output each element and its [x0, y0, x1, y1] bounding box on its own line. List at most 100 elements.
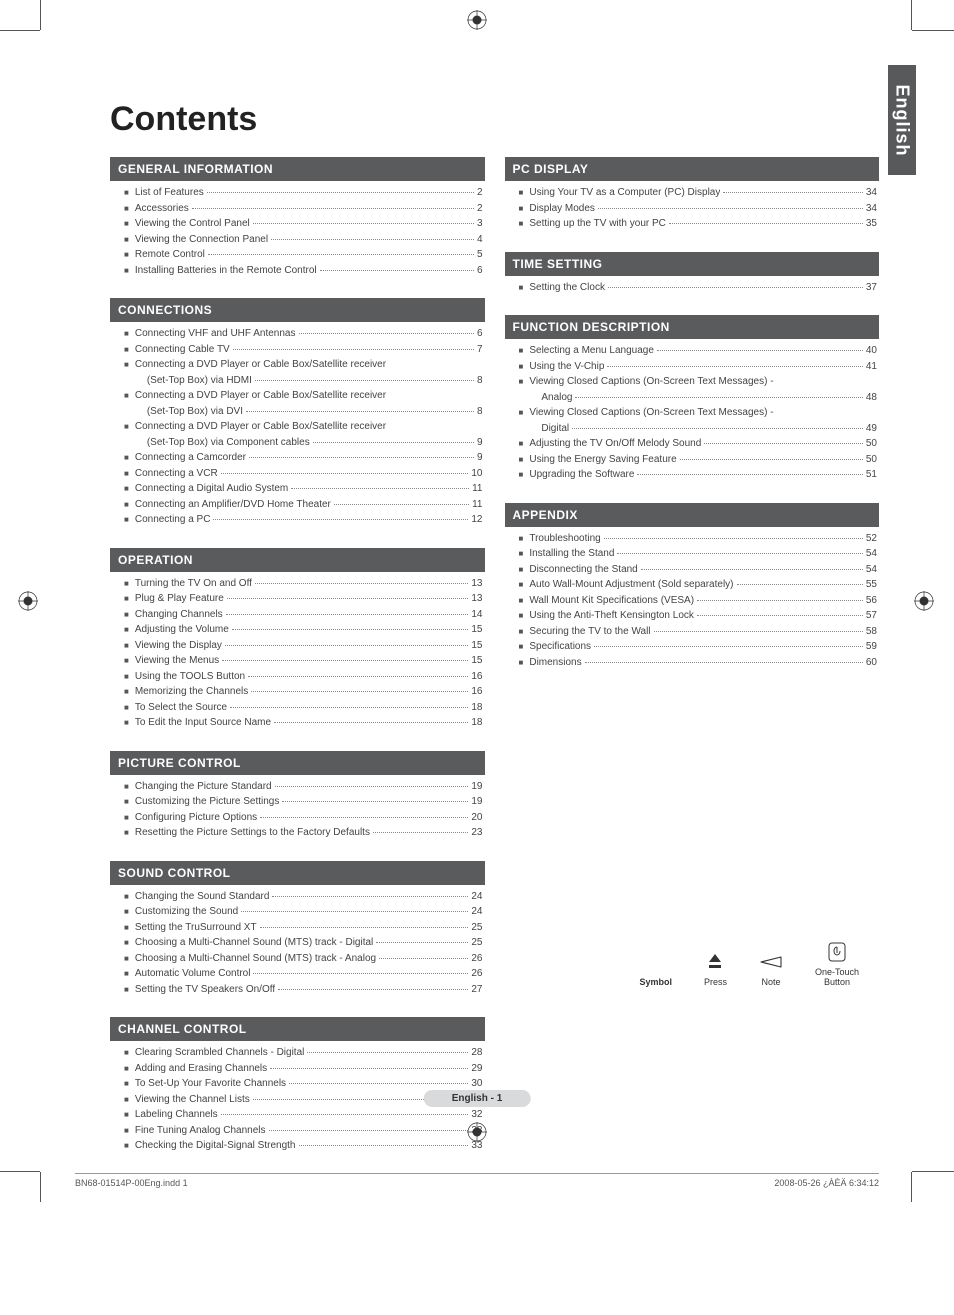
toc-item: ■ Connecting VHF and UHF Antennas 6 [124, 326, 483, 342]
toc-item: ■Customizing the Picture Settings19 [124, 794, 483, 810]
toc-item: ■List of Features2 [124, 185, 483, 201]
bullet-icon: ■ [124, 812, 129, 824]
leader-dots [225, 645, 468, 646]
toc-page: 25 [471, 935, 482, 951]
leader-dots [230, 707, 468, 708]
bullet-icon: ■ [124, 624, 129, 636]
toc-item: ■Connecting a DVD Player or Cable Box/Sa… [124, 357, 483, 373]
section-header: PICTURE CONTROL [110, 751, 485, 775]
toc-item: ■Accessories2 [124, 201, 483, 217]
toc-page: 13 [471, 576, 482, 592]
symbol-title: Symbol [639, 951, 672, 987]
leader-dots [373, 832, 468, 833]
leader-dots [278, 989, 468, 990]
leader-dots [291, 488, 469, 489]
bullet-icon: ■ [124, 578, 129, 590]
registration-mark-icon [467, 10, 487, 30]
toc-label: List of Features [135, 185, 204, 201]
bullet-icon: ■ [519, 361, 524, 373]
bullet-icon: ■ [124, 922, 129, 934]
bullet-icon: ■ [124, 344, 129, 356]
leader-dots [253, 223, 474, 224]
section-header: PC DISPLAY [505, 157, 880, 181]
toc-label: Resetting the Picture Settings to the Fa… [135, 825, 370, 841]
bullet-icon: ■ [124, 1140, 129, 1152]
toc-label: Securing the TV to the Wall [529, 624, 650, 640]
bullet-icon: ■ [124, 1125, 129, 1137]
leader-dots [192, 208, 474, 209]
toc-page: 5 [477, 247, 483, 263]
leader-dots [299, 333, 474, 334]
leader-dots [697, 615, 863, 616]
toc-item: ■Changing the Picture Standard19 [124, 779, 483, 795]
toc-label: Changing the Sound Standard [135, 889, 270, 905]
crop-mark [0, 1171, 40, 1172]
bullet-icon: ■ [124, 328, 129, 340]
toc-item: ■To Select the Source18 [124, 700, 483, 716]
leader-dots [260, 927, 469, 928]
toc-label: Adjusting the TV On/Off Melody Sound [529, 436, 701, 452]
bullet-icon: ■ [519, 345, 524, 357]
toc-label: Viewing the Display [135, 638, 222, 654]
bullet-icon: ■ [124, 421, 129, 433]
toc-label: Changing Channels [135, 607, 223, 623]
section-header: CONNECTIONS [110, 298, 485, 322]
section-header: APPENDIX [505, 503, 880, 527]
toc-page: 6 [477, 326, 483, 342]
toc-page: 37 [866, 280, 877, 296]
bullet-icon: ■ [519, 564, 524, 576]
press-icon [706, 951, 724, 973]
toc-page: 25 [471, 920, 482, 936]
page-footer: English - 1 [424, 1090, 531, 1107]
toc-item: ■Memorizing the Channels16 [124, 684, 483, 700]
toc-item: ■Connecting a PC12 [124, 512, 483, 528]
print-footer: BN68-01514P-00Eng.indd 1 2008-05-26 ¿ÀÈÄ… [75, 1173, 879, 1188]
toc-item: ■Using the TOOLS Button16 [124, 669, 483, 685]
toc-label: Disconnecting the Stand [529, 562, 637, 578]
toc-label: Connecting VHF and UHF Antennas [135, 326, 296, 342]
bullet-icon: ■ [124, 1063, 129, 1075]
toc-item: ■Configuring Picture Options20 [124, 810, 483, 826]
toc-label: Setting the TV Speakers On/Off [135, 982, 275, 998]
section-header: GENERAL INFORMATION [110, 157, 485, 181]
toc-list: ■Using Your TV as a Computer (PC) Displa… [505, 181, 880, 240]
toc-item: ■Adding and Erasing Channels29 [124, 1061, 483, 1077]
toc-label: Adding and Erasing Channels [135, 1061, 267, 1077]
toc-label: Installing the Stand [529, 546, 614, 562]
toc-label: Viewing the Channel Lists [135, 1092, 250, 1108]
toc-item: ■Changing Channels14 [124, 607, 483, 623]
toc-page: 18 [471, 715, 482, 731]
bullet-icon: ■ [519, 187, 524, 199]
toc-item: ■Connecting an Amplifier/DVD Home Theate… [124, 497, 483, 513]
toc-page: 8 [477, 373, 483, 389]
toc-item: ■Connecting a Digital Audio System11 [124, 481, 483, 497]
toc-label: Adjusting the Volume [135, 622, 229, 638]
toc-item: ■Plug & Play Feature13 [124, 591, 483, 607]
bullet-icon: ■ [519, 454, 524, 466]
toc-item: ■Upgrading the Software51 [519, 467, 878, 483]
bullet-icon: ■ [124, 968, 129, 980]
toc-label: Turning the TV On and Off [135, 576, 252, 592]
symbol-note: Note [759, 951, 783, 987]
bullet-icon: ■ [519, 407, 524, 419]
toc-label: Remote Control [135, 247, 205, 263]
toc-item: ■Fine Tuning Analog Channels33 [124, 1123, 483, 1139]
toc-page: 3 [477, 216, 483, 232]
toc-page: 19 [471, 779, 482, 795]
leader-dots [251, 691, 468, 692]
toc-columns: GENERAL INFORMATION ■List of Features2■Ac… [110, 157, 879, 1162]
bullet-icon: ■ [124, 593, 129, 605]
toc-page: 60 [866, 655, 877, 671]
toc-label: (Set-Top Box) via Component cables [147, 435, 310, 451]
bullet-icon: ■ [124, 1109, 129, 1121]
toc-page: 16 [471, 684, 482, 700]
toc-page: 52 [866, 531, 877, 547]
leader-dots [320, 270, 474, 271]
bullet-icon: ■ [519, 595, 524, 607]
leader-dots [213, 519, 468, 520]
toc-item: ■Digital49 [519, 421, 878, 437]
toc-page: 34 [866, 185, 877, 201]
bullet-icon: ■ [124, 514, 129, 526]
toc-label: Connecting a Digital Audio System [135, 481, 288, 497]
toc-page: 49 [866, 421, 877, 437]
